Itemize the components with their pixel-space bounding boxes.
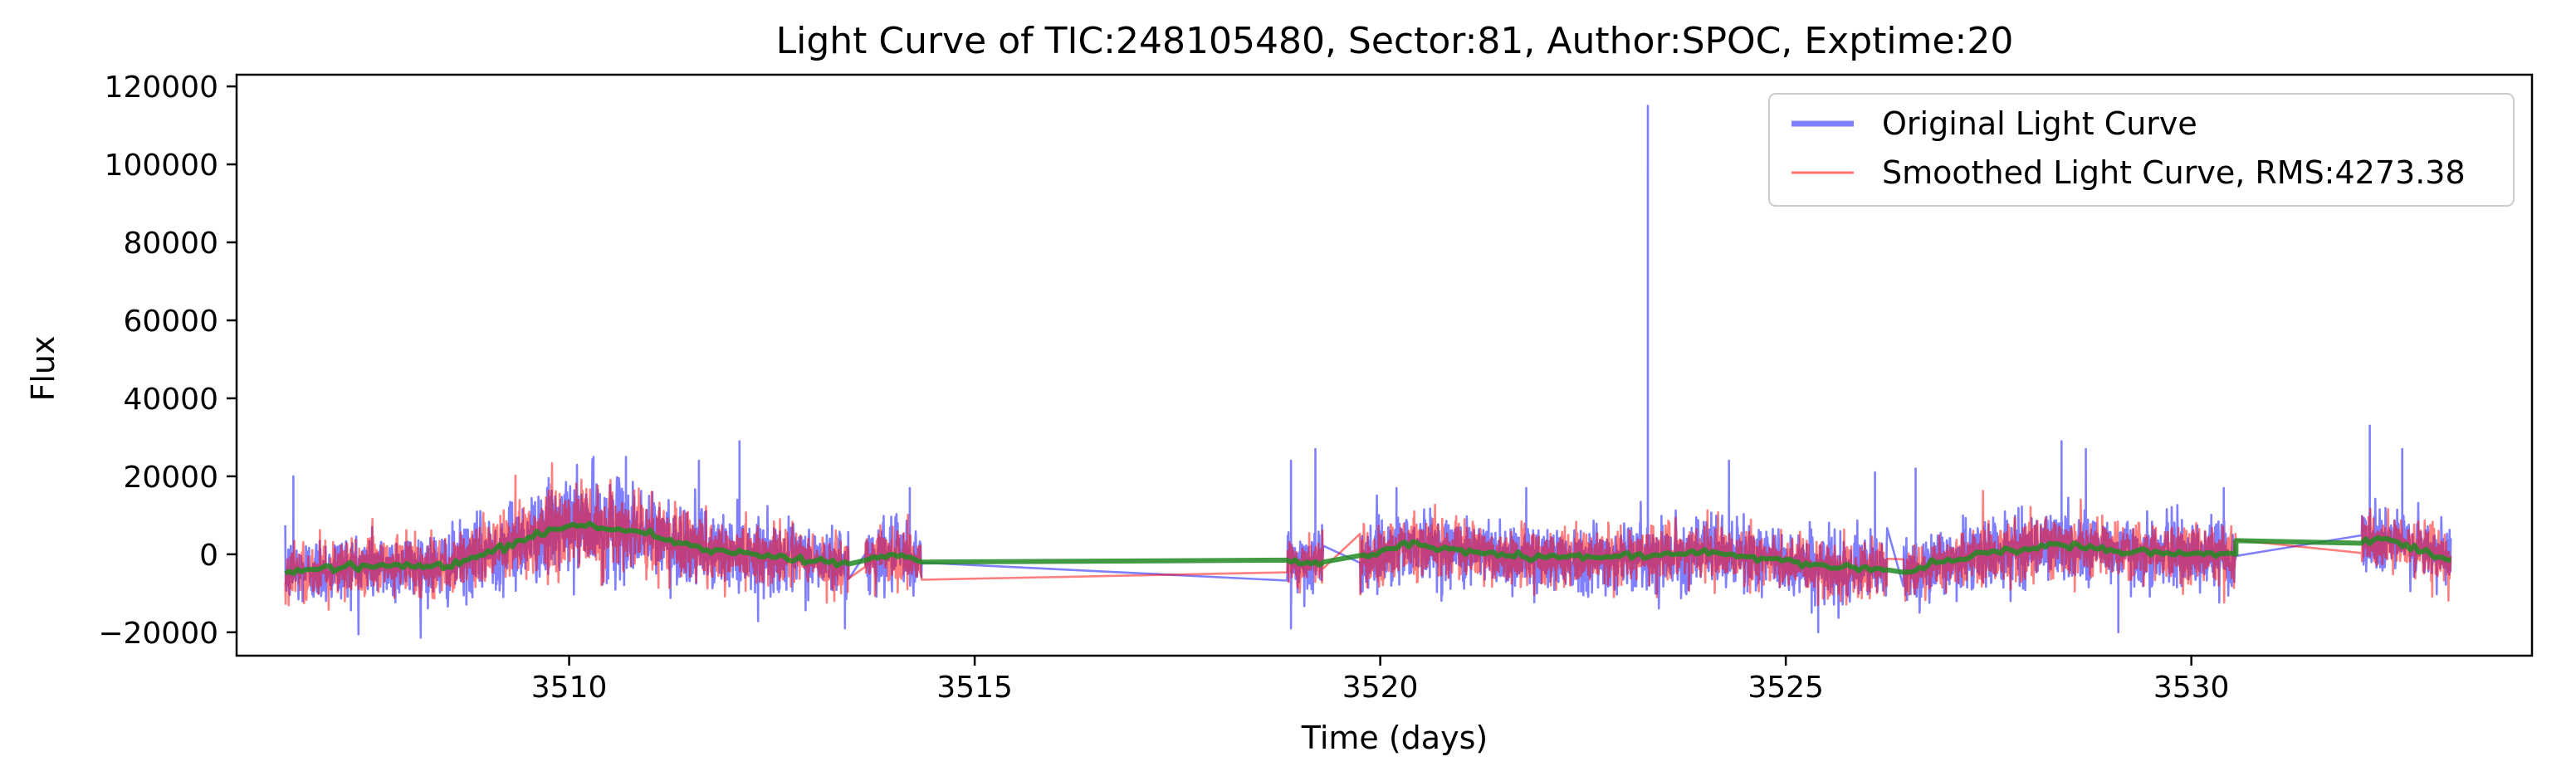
legend-box (1768, 93, 2515, 207)
y-tick-label-2: 20000 (123, 461, 218, 495)
y-tick-label-6: 100000 (105, 149, 218, 183)
y-tick-label-5: 80000 (123, 227, 218, 261)
series-trend-line (284, 520, 2451, 576)
plot-area (235, 73, 2534, 657)
x-axis-label: Time (days) (1301, 720, 1488, 756)
x-tick-label-1: 3515 (936, 671, 1013, 705)
plot-frame (235, 73, 2534, 657)
x-tick-label-2: 3520 (1342, 671, 1419, 705)
chart-title: Light Curve of TIC:248105480, Sector:81,… (776, 20, 2014, 62)
y-tick-label-4: 60000 (123, 305, 218, 339)
y-axis: −20000 0 20000 40000 60000 80000 100000 120000 (98, 71, 237, 651)
series-smoothed-line (284, 461, 2452, 611)
y-axis-label: Flux (25, 336, 61, 402)
x-tick-label-4: 3530 (2153, 671, 2230, 705)
legend: Original Light Curve Smoothed Light Curv… (1768, 93, 2515, 207)
x-tick-label-3: 3525 (1747, 671, 1824, 705)
legend-label-original: Original Light Curve (1882, 105, 2197, 142)
legend-label-smoothed: Smoothed Light Curve, RMS:4273.38 (1882, 154, 2466, 191)
x-tick-label-0: 3510 (531, 671, 608, 705)
y-tick-label-0: −20000 (98, 617, 218, 651)
x-axis: 3510 3515 3520 3525 3530 (531, 656, 2230, 705)
y-tick-label-3: 40000 (123, 383, 218, 417)
y-tick-label-7: 120000 (105, 71, 218, 105)
y-tick-label-1: 0 (199, 539, 218, 573)
